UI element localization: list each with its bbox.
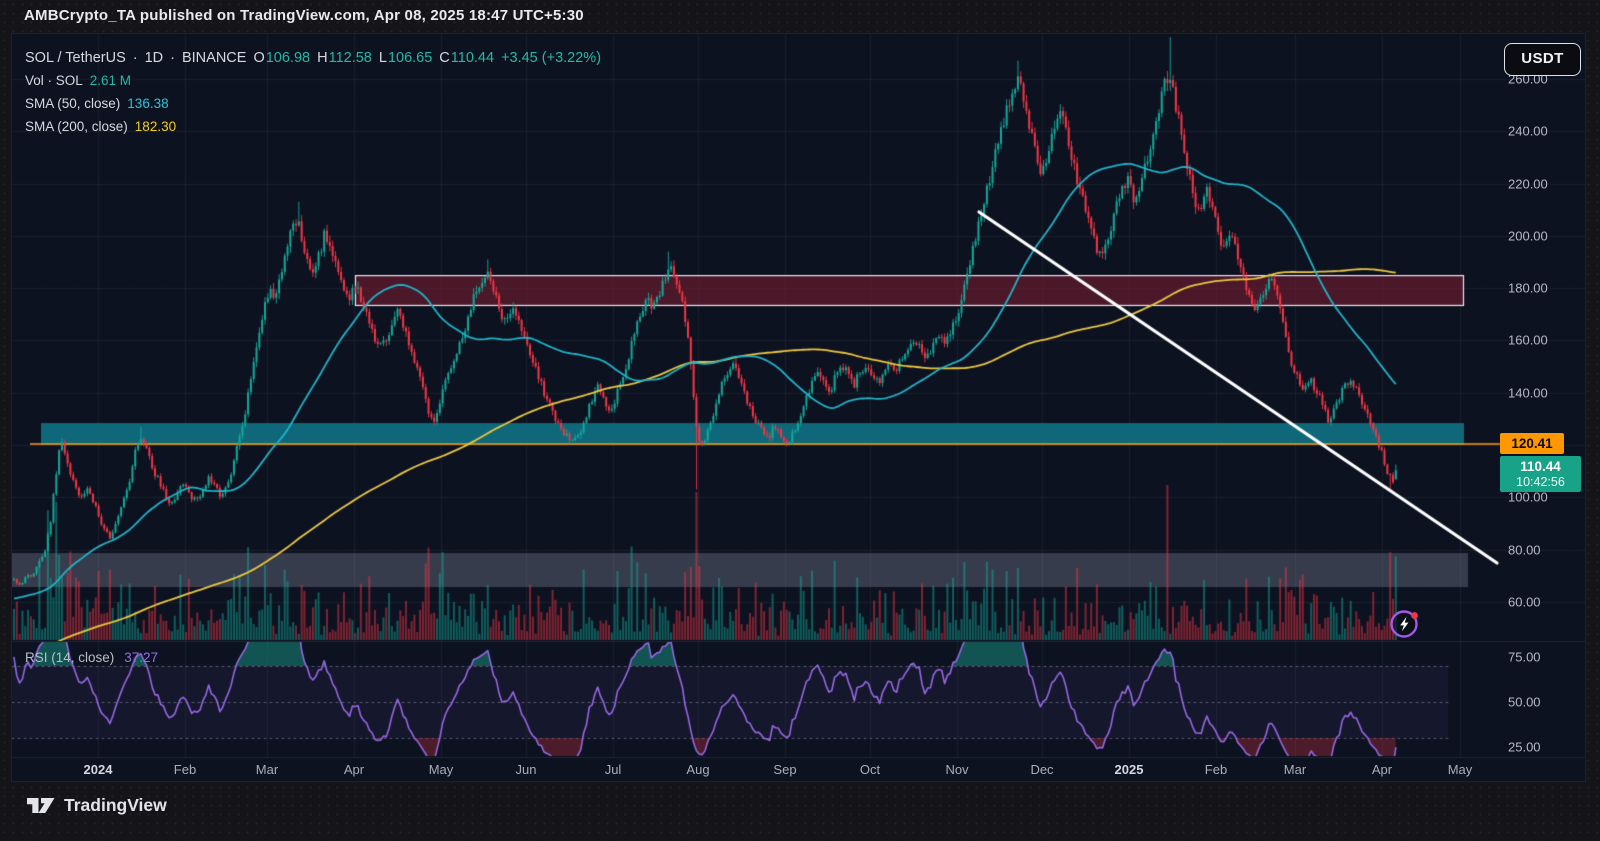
price-axis-label: 100.00 xyxy=(1508,489,1548,505)
price-axis-label: 240.00 xyxy=(1508,123,1548,139)
header-title: AMBCrypto_TA published on TradingView.co… xyxy=(24,7,584,24)
ohlc-close: C 110.44 xyxy=(439,49,495,66)
alert-price-tag: 120.41 xyxy=(1500,433,1564,454)
time-axis-label: Feb xyxy=(1204,762,1228,777)
rsi-axis-label: 25.00 xyxy=(1508,739,1541,755)
tradingview-logo[interactable]: TradingView xyxy=(26,795,167,816)
interval-label: 1D xyxy=(144,49,164,66)
price-axis-label: 220.00 xyxy=(1508,176,1548,192)
ohlc-high: H 112.58 xyxy=(317,49,372,66)
time-axis-label: Dec xyxy=(1030,762,1054,777)
ohlc-low: L 106.65 xyxy=(378,49,433,66)
sma200-row[interactable]: SMA (200, close) 182.30 xyxy=(25,115,601,138)
tradingview-logo-text: TradingView xyxy=(64,795,167,815)
time-axis-label: May xyxy=(1447,762,1473,777)
sma200-value: 182.30 xyxy=(134,119,177,134)
symbol-name: SOL / TetherUS xyxy=(25,49,126,66)
price-axis-label: 160.00 xyxy=(1508,332,1548,348)
rsi-label: RSI (14, close) xyxy=(25,650,115,665)
ohlc-open: O 106.98 xyxy=(253,49,311,66)
exchange-label: BINANCE xyxy=(181,49,247,66)
header: AMBCrypto_TA published on TradingView.co… xyxy=(24,7,584,27)
rsi-axis-label: 75.00 xyxy=(1508,649,1541,665)
sma50-value: 136.38 xyxy=(127,96,169,111)
time-axis-label: Apr xyxy=(1371,762,1393,777)
time-axis-label: Jun xyxy=(515,762,537,777)
sma200-label: SMA (200, close) xyxy=(25,119,128,134)
currency-toggle-button[interactable]: USDT xyxy=(1504,43,1581,76)
time-axis-label: Aug xyxy=(686,762,710,777)
volume-value: 2.61 M xyxy=(89,73,132,88)
separator: · xyxy=(132,49,138,66)
rsi-axis-label: 50.00 xyxy=(1508,694,1541,710)
time-axis-label: Nov xyxy=(945,762,969,777)
separator: · xyxy=(170,49,175,66)
rsi-legend[interactable]: RSI (14, close) 37.27 xyxy=(25,650,158,665)
sma50-row[interactable]: SMA (50, close) 136.38 xyxy=(25,92,601,115)
time-axis-label: Jul xyxy=(604,762,622,777)
last-price-tag: 110.44 10:42:56 xyxy=(1500,456,1581,493)
time-axis-label: Mar xyxy=(255,762,279,777)
flash-icon[interactable] xyxy=(1389,608,1421,640)
time-axis-label: Feb xyxy=(173,762,197,777)
time-axis-label: Mar xyxy=(1283,762,1307,777)
price-axis-label: 60.00 xyxy=(1508,594,1541,610)
change-value: +3.45 (+3.22%) xyxy=(501,49,602,66)
sma50-label: SMA (50, close) xyxy=(25,96,121,111)
time-axis-label: 2024 xyxy=(83,762,113,777)
time-axis-label: May xyxy=(428,762,454,777)
tradingview-logo-icon xyxy=(27,798,55,813)
time-axis-label: Oct xyxy=(859,762,881,777)
volume-label: Vol · SOL xyxy=(25,73,83,88)
price-axis-label: 140.00 xyxy=(1508,385,1548,401)
time-axis-label: 2025 xyxy=(1114,762,1144,777)
time-axis-label: Apr xyxy=(343,762,365,777)
price-chart-canvas[interactable] xyxy=(12,34,1585,781)
rsi-value: 37.27 xyxy=(124,650,159,665)
time-axis-label: Sep xyxy=(773,762,797,777)
price-axis-label: 200.00 xyxy=(1508,228,1548,244)
volume-row[interactable]: Vol · SOL 2.61 M xyxy=(25,69,601,92)
last-price-value: 110.44 xyxy=(1520,459,1561,475)
bar-countdown: 10:42:56 xyxy=(1516,475,1565,490)
price-axis-label: 180.00 xyxy=(1508,280,1548,296)
price-axis-label: 80.00 xyxy=(1508,542,1541,558)
